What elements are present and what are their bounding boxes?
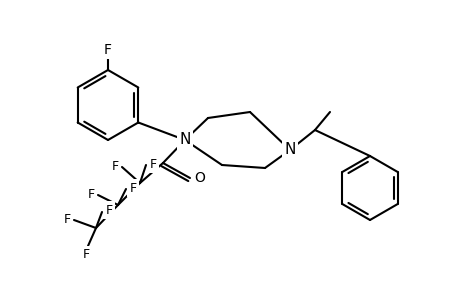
Text: F: F	[105, 203, 112, 217]
Text: F: F	[104, 43, 112, 57]
Text: F: F	[149, 158, 156, 170]
Text: N: N	[284, 142, 295, 158]
Text: F: F	[82, 248, 90, 262]
Text: F: F	[129, 182, 136, 194]
Text: N: N	[179, 133, 190, 148]
Text: F: F	[87, 188, 95, 202]
Text: O: O	[194, 171, 205, 185]
Text: F: F	[63, 214, 70, 226]
Text: F: F	[111, 160, 118, 172]
